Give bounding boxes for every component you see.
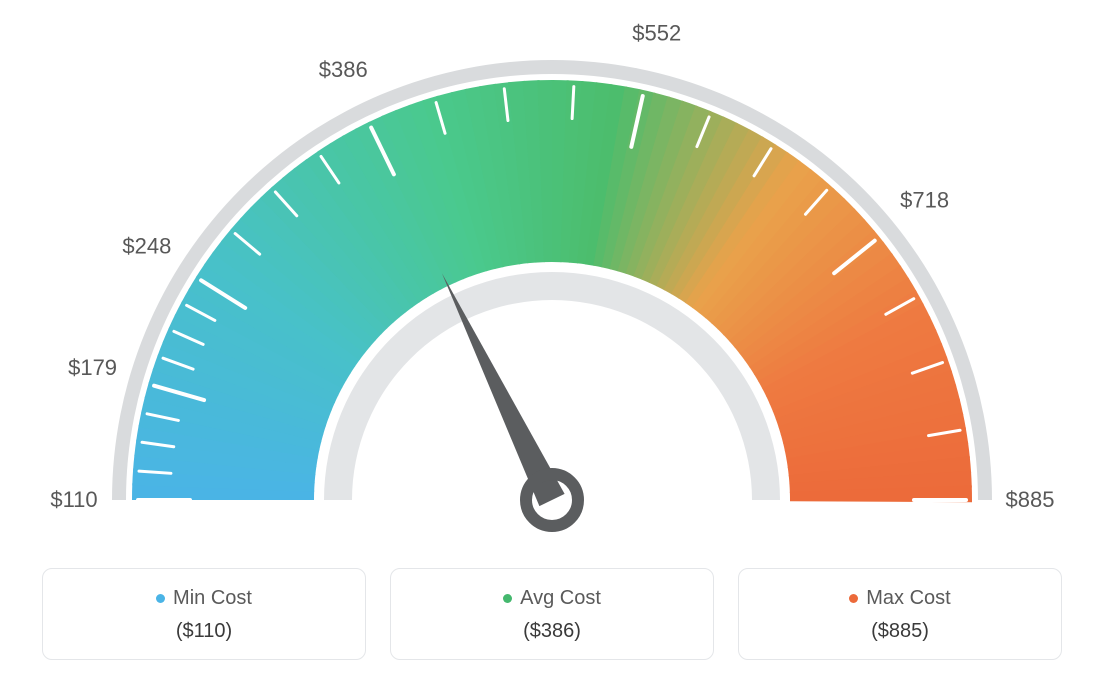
legend-avg-title: Avg Cost bbox=[503, 587, 601, 610]
cost-gauge: $110 $179 $248 $386 $552 $718 $885 bbox=[0, 0, 1104, 560]
svg-text:$718: $718 bbox=[900, 188, 949, 213]
legend-avg-dot bbox=[503, 594, 512, 603]
svg-text:$885: $885 bbox=[1006, 487, 1055, 512]
legend-min-label: Min Cost bbox=[173, 587, 252, 610]
legend-max-card: Max Cost ($885) bbox=[738, 568, 1062, 660]
legend-max-value: ($885) bbox=[739, 620, 1061, 643]
legend-row: Min Cost ($110) Avg Cost ($386) Max Cost… bbox=[42, 568, 1062, 660]
legend-avg-label: Avg Cost bbox=[520, 587, 601, 610]
svg-text:$179: $179 bbox=[68, 355, 117, 380]
legend-max-title: Max Cost bbox=[849, 587, 950, 610]
legend-avg-card: Avg Cost ($386) bbox=[390, 568, 714, 660]
legend-max-dot bbox=[849, 594, 858, 603]
legend-min-dot bbox=[156, 594, 165, 603]
legend-max-label: Max Cost bbox=[866, 587, 950, 610]
legend-avg-value: ($386) bbox=[391, 620, 713, 643]
svg-text:$552: $552 bbox=[632, 21, 681, 46]
legend-min-value: ($110) bbox=[43, 620, 365, 643]
svg-text:$386: $386 bbox=[319, 57, 368, 82]
svg-text:$110: $110 bbox=[50, 487, 97, 512]
legend-min-card: Min Cost ($110) bbox=[42, 568, 366, 660]
svg-text:$248: $248 bbox=[122, 233, 171, 258]
legend-min-title: Min Cost bbox=[156, 587, 252, 610]
